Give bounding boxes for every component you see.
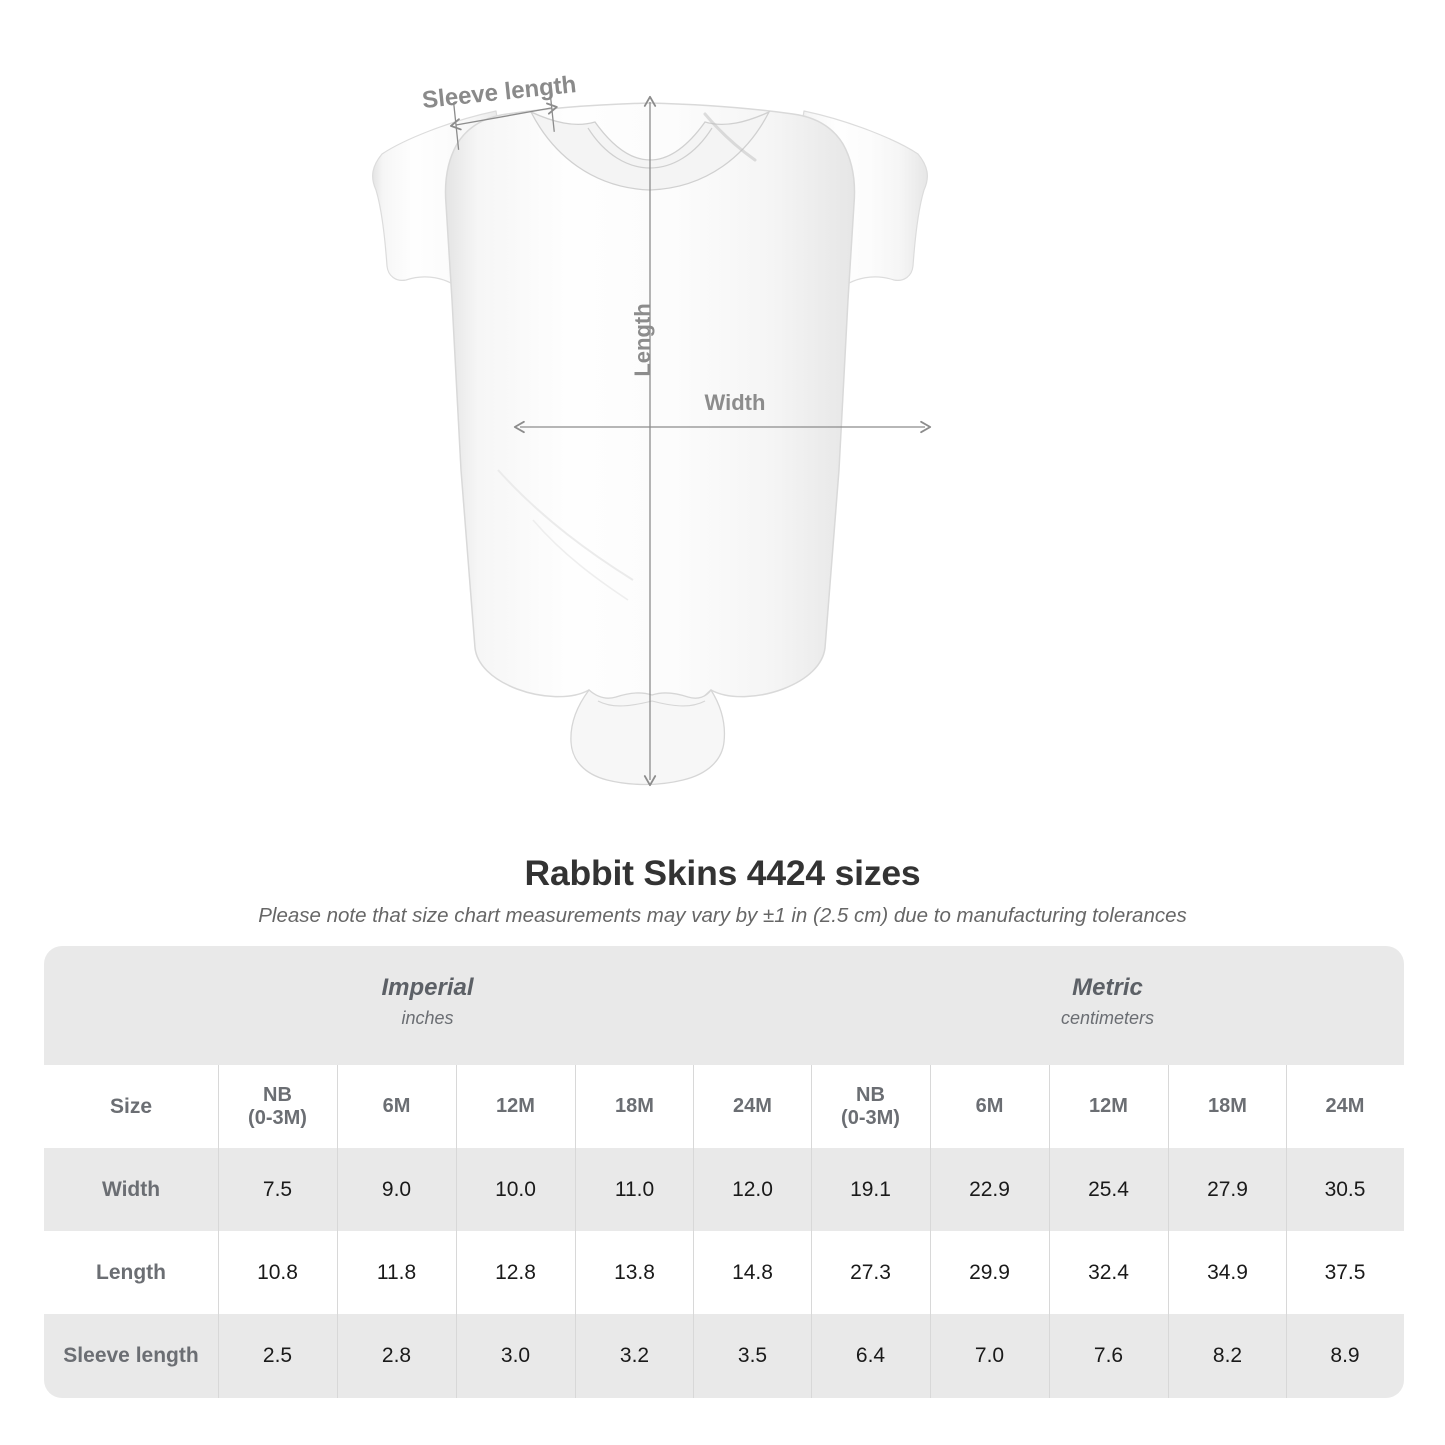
svg-text:Width: Width bbox=[705, 390, 766, 415]
svg-text:Length: Length bbox=[630, 303, 655, 376]
svg-text:Sleeve length: Sleeve length bbox=[421, 71, 578, 114]
